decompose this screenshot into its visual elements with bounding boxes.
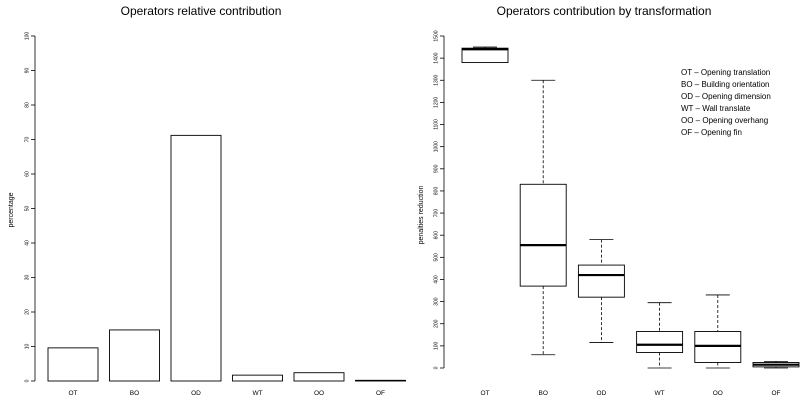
bar-chart-y-tick-label-100: 100 <box>24 32 30 41</box>
bar-chart-bars <box>47 134 406 382</box>
legend-item-ot: OT – Opening translation <box>681 68 770 77</box>
box-plot-y-tick-label-800: 800 <box>433 187 439 196</box>
box-plot-y-tick-label-300: 300 <box>433 297 439 306</box>
legend-item-oo: OO – Opening overhang <box>681 116 768 125</box>
bar-x-label-of: OF <box>376 390 385 397</box>
bar-chart-y-tick-label-50: 50 <box>24 206 30 212</box>
bar-x-label-wt: WT <box>252 390 262 397</box>
bar-x-label-ot: OT <box>68 390 77 397</box>
box-bo <box>519 183 567 287</box>
box-plot-y-tick-label-700: 700 <box>433 209 439 218</box>
box-plot-y-tick-label-1200: 1200 <box>433 97 439 108</box>
box-x-label-bo: BO <box>538 390 547 397</box>
bar-chart-y-tick-label-40: 40 <box>24 240 30 246</box>
bar-ot <box>47 347 99 382</box>
legend-item-of: OF – Opening fin <box>681 128 742 137</box>
box-x-label-od: OD <box>597 390 607 397</box>
bar-chart-y-tick-label-20: 20 <box>24 309 30 315</box>
bar-chart-y-tick-label-60: 60 <box>24 171 30 177</box>
box-plot-y-axis-label: penalties reduction <box>418 186 425 245</box>
box-x-label-ot: OT <box>480 390 489 397</box>
box-plot-title: Operators contribution by transformation <box>497 4 712 18</box>
box-x-label-of: OF <box>771 390 780 397</box>
bar-chart-y-tick-label-90: 90 <box>24 68 30 74</box>
box-wt <box>636 331 684 353</box>
box-plot-y-tick-label-0: 0 <box>433 366 439 369</box>
bar-chart-y-tick-label-80: 80 <box>24 102 30 108</box>
box-oo <box>694 331 742 363</box>
box-plot-y-tick-label-200: 200 <box>433 319 439 328</box>
box-plot-x-tick-labels: OT BO OD WT OO OF <box>480 390 780 397</box>
box-plot-y-tick-label-400: 400 <box>433 275 439 284</box>
bar-of <box>355 379 406 382</box>
box-x-label-oo: OO <box>713 390 723 397</box>
bar-chart-y-tick-label-10: 10 <box>24 344 30 350</box>
bar-chart-y-axis: 0 10 20 30 40 50 60 70 80 90 100 <box>24 32 36 382</box>
bar-chart-x-tick-labels: OT BO OD WT OO OF <box>68 390 385 397</box>
bar-chart-y-tick-label-0: 0 <box>24 379 30 382</box>
bar-oo <box>293 372 345 382</box>
bar-x-label-bo: BO <box>130 390 139 397</box>
box-plot-y-tick-label-500: 500 <box>433 253 439 262</box>
bar-x-label-oo: OO <box>314 390 324 397</box>
bar-od <box>170 134 222 382</box>
legend-item-od: OD – Opening dimension <box>681 92 771 101</box>
box-plot-boxes <box>461 46 800 369</box>
bar-x-label-od: OD <box>191 390 201 397</box>
bar-chart-panel: Operators relative contribution percenta… <box>8 4 406 397</box>
box-plot-y-tick-label-1100: 1100 <box>433 119 439 130</box>
box-plot-legend: OT – Opening translation BO – Building o… <box>681 68 771 137</box>
box-x-label-wt: WT <box>655 390 665 397</box>
bar-chart-y-tick-label-30: 30 <box>24 275 30 281</box>
box-plot-y-tick-label-100: 100 <box>433 341 439 350</box>
bar-wt <box>232 374 283 382</box>
box-plot-y-tick-label-1500: 1500 <box>433 30 439 41</box>
legend-item-bo: BO – Building orientation <box>681 80 770 89</box>
bar-chart-y-axis-label: percentage <box>8 192 15 227</box>
box-plot-y-axis: 0 100 200 300 400 500 600 700 800 900 1000 1100 1200… <box>433 30 445 369</box>
box-ot <box>461 47 509 64</box>
box-plot-y-tick-label-600: 600 <box>433 231 439 240</box>
box-plot-panel: Operators contribution by transformation… <box>418 4 800 397</box>
bar-bo <box>109 329 160 382</box>
bar-chart-y-tick-label-70: 70 <box>24 137 30 143</box>
box-plot-y-tick-label-900: 900 <box>433 164 439 173</box>
box-plot-y-tick-label-1000: 1000 <box>433 141 439 152</box>
bar-chart-title: Operators relative contribution <box>121 4 282 18</box>
box-plot-y-tick-label-1300: 1300 <box>433 74 439 85</box>
box-plot-y-tick-label-1400: 1400 <box>433 52 439 63</box>
box-od <box>577 264 625 298</box>
legend-item-wt: WT – Wall translate <box>681 104 751 113</box>
